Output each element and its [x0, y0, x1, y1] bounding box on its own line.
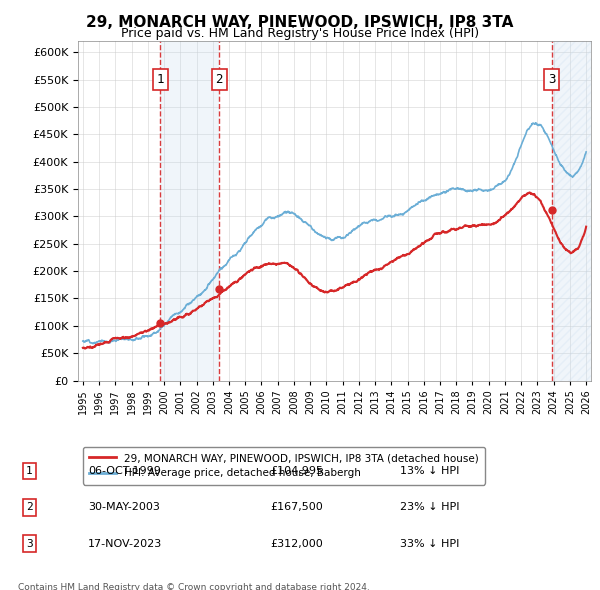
Bar: [160, 41, 220, 381]
Text: £312,000: £312,000: [271, 539, 323, 549]
Text: 23% ↓ HPI: 23% ↓ HPI: [400, 503, 460, 512]
Text: 2: 2: [215, 73, 223, 86]
Text: 1: 1: [157, 73, 164, 86]
Text: 17-NOV-2023: 17-NOV-2023: [88, 539, 163, 549]
Text: 13% ↓ HPI: 13% ↓ HPI: [400, 466, 460, 476]
Bar: [551, 41, 594, 381]
Text: 2: 2: [26, 503, 33, 512]
Text: 30-MAY-2003: 30-MAY-2003: [88, 503, 160, 512]
Text: £167,500: £167,500: [271, 503, 323, 512]
Text: 1: 1: [26, 466, 33, 476]
Text: Contains HM Land Registry data © Crown copyright and database right 2024.
This d: Contains HM Land Registry data © Crown c…: [18, 583, 370, 590]
Text: 33% ↓ HPI: 33% ↓ HPI: [400, 539, 460, 549]
Text: 29, MONARCH WAY, PINEWOOD, IPSWICH, IP8 3TA: 29, MONARCH WAY, PINEWOOD, IPSWICH, IP8 …: [86, 15, 514, 30]
Text: 06-OCT-1999: 06-OCT-1999: [88, 466, 161, 476]
Legend: 29, MONARCH WAY, PINEWOOD, IPSWICH, IP8 3TA (detached house), HPI: Average price: 29, MONARCH WAY, PINEWOOD, IPSWICH, IP8 …: [83, 447, 485, 484]
Text: 3: 3: [26, 539, 33, 549]
Text: £104,995: £104,995: [271, 466, 323, 476]
Text: Price paid vs. HM Land Registry's House Price Index (HPI): Price paid vs. HM Land Registry's House …: [121, 27, 479, 40]
Text: 3: 3: [548, 73, 556, 86]
